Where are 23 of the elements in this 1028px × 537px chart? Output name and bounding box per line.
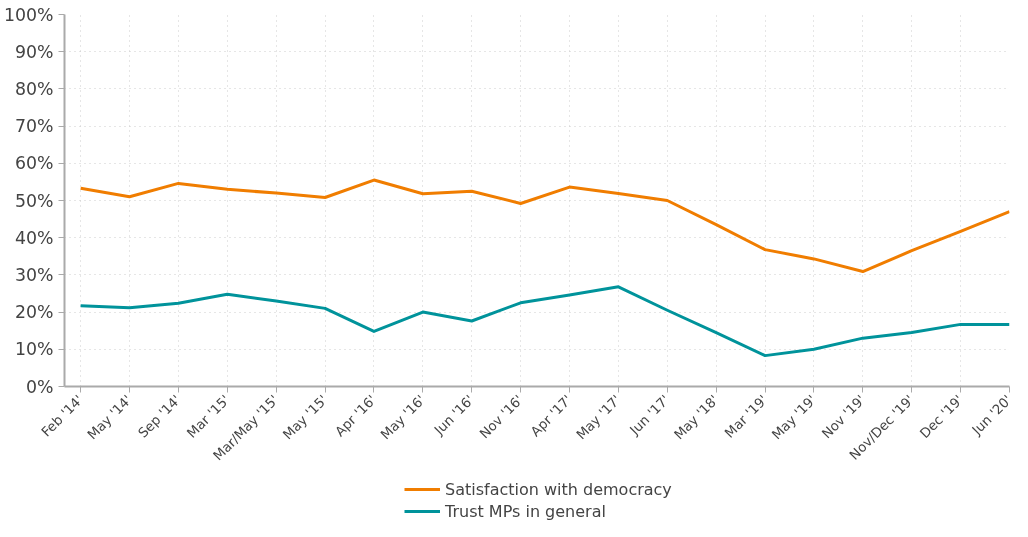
y-tick-label: 70% [14,116,54,137]
y-tick-label: 20% [14,302,54,323]
y-tick-label: 50% [14,190,54,211]
x-tick-label: Jun '20' [968,392,1015,439]
y-tick-label: 90% [14,41,54,62]
legend-label: Trust MPs in general [445,501,606,521]
x-tick-label: Jun '16' [430,392,478,439]
x-tick-label: Apr '16' [332,392,380,440]
y-tick-label: 30% [14,264,54,285]
x-tick-label: Dec '19' [916,392,966,442]
x-tick-label: Sep '14' [135,392,184,441]
y-tick-label: 10% [14,339,54,360]
y-tick-label: 40% [14,227,54,248]
line-series [79,178,1010,274]
y-tick-label: 60% [14,153,54,174]
line-series [79,285,1010,358]
y-tick-label: 100% [3,4,54,25]
y-tick-label: 80% [14,78,54,99]
x-tick-label: Jun '17' [626,392,673,439]
x-tick-label: Nov '16' [476,392,526,442]
x-tick-label: Apr '17' [527,392,575,440]
x-tick-label: Mar '19' [721,392,771,441]
legend-label: Satisfaction with democracy [445,479,672,499]
